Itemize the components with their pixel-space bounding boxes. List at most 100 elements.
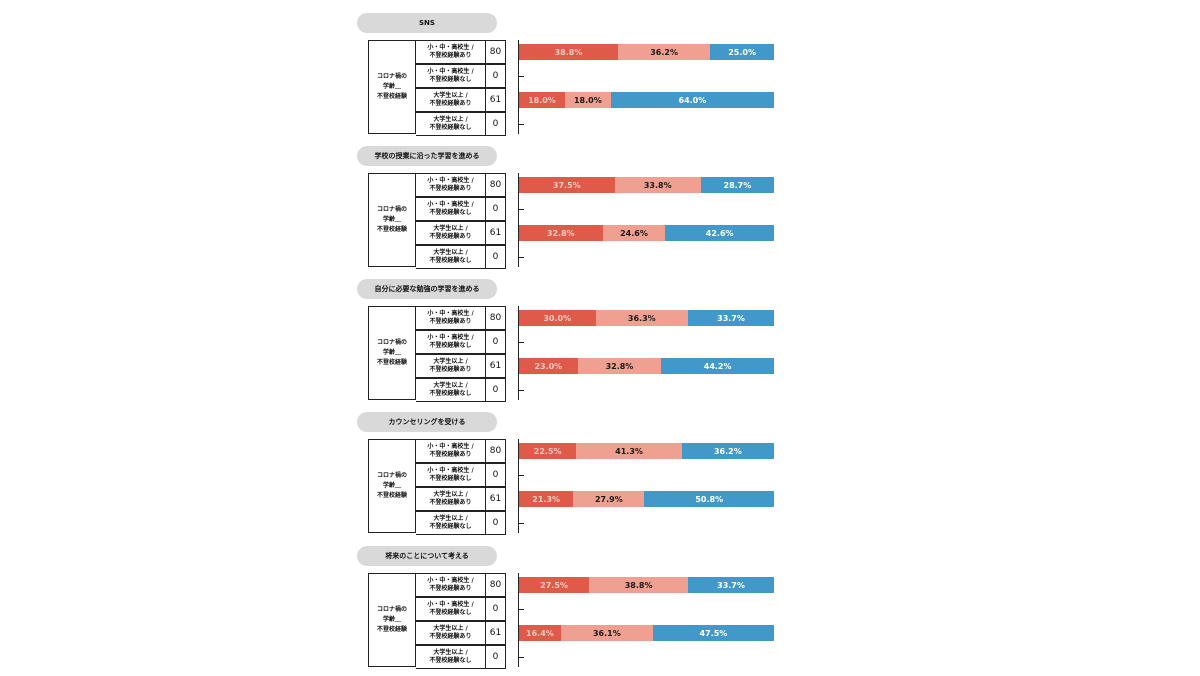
bar-segment-2: 32.8% bbox=[577, 358, 662, 374]
chart-panel: 学校の授業に沿った学習を進める コロナ禍の 学齢＿ 不登校経験 小・中・高校生 / 不登校… bbox=[0, 146, 1200, 276]
bar-segment-1: 22.5% bbox=[519, 443, 577, 459]
row-label-line: 大学生以上 / bbox=[433, 249, 468, 256]
chart-axis bbox=[518, 439, 519, 533]
row-label: 大学生以上 / 不登校経験あり bbox=[416, 354, 486, 378]
row-label-line: 不登校経験あり bbox=[429, 185, 472, 192]
bar-segment-1: 18.0% bbox=[519, 92, 565, 108]
row-label: 小・中・高校生 / 不登校経験あり bbox=[416, 40, 486, 64]
row-label-line: 不登校経験なし bbox=[429, 475, 472, 482]
row-sample-size: 0 bbox=[486, 112, 506, 136]
group-label-line: 学齢＿ bbox=[382, 83, 401, 90]
bar-segment-1: 30.0% bbox=[519, 310, 596, 326]
row-label-line: 小・中・高校生 / bbox=[427, 44, 474, 51]
row-sample-size: 61 bbox=[486, 88, 506, 112]
row-sample-size: 0 bbox=[486, 64, 506, 88]
row-sample-size: 61 bbox=[486, 621, 506, 645]
row-label-line: 不登校経験なし bbox=[429, 76, 472, 83]
bar-segment-3: 33.7% bbox=[688, 577, 774, 593]
chart-axis bbox=[518, 40, 519, 134]
row-label-line: 不登校経験なし bbox=[429, 609, 472, 616]
row-label-line: 小・中・高校生 / bbox=[427, 443, 474, 450]
group-label-line: 不登校経験 bbox=[376, 626, 407, 633]
bar-segment-3: 42.6% bbox=[665, 225, 774, 241]
empty-row-tick bbox=[518, 523, 524, 524]
row-label: 大学生以上 / 不登校経験あり bbox=[416, 487, 486, 511]
row-sample-size: 0 bbox=[486, 245, 506, 269]
group-label-text: コロナ禍の 学齢＿ 不登校経験 bbox=[377, 471, 407, 501]
bar-segment-1: 38.8% bbox=[519, 44, 618, 60]
row-label: 小・中・高校生 / 不登校経験なし bbox=[416, 463, 486, 487]
row-label: 小・中・高校生 / 不登校経験なし bbox=[416, 197, 486, 221]
row-sample-size: 80 bbox=[486, 573, 506, 597]
group-label-line: コロナ禍の bbox=[376, 606, 407, 613]
row-label-line: 不登校経験あり bbox=[429, 585, 472, 592]
chart-title: カウンセリングを受ける bbox=[357, 412, 497, 432]
bar-segment-3: 64.0% bbox=[610, 92, 774, 108]
bar-segment-2: 36.1% bbox=[560, 625, 653, 641]
chart-axis bbox=[518, 573, 519, 667]
stacked-bar: 16.4% 36.1% 47.5% bbox=[519, 625, 774, 641]
row-label-line: 大学生以上 / bbox=[433, 116, 468, 123]
row-label-line: 小・中・高校生 / bbox=[427, 201, 474, 208]
row-label-line: 不登校経験あり bbox=[429, 233, 472, 240]
group-label-line: 不登校経験 bbox=[376, 93, 407, 100]
bar-segment-1: 32.8% bbox=[519, 225, 603, 241]
group-label-line: 学齢＿ bbox=[382, 616, 401, 623]
bar-segment-3: 47.5% bbox=[652, 625, 774, 641]
bar-segment-2: 38.8% bbox=[589, 577, 689, 593]
stacked-bar: 18.0% 18.0% 64.0% bbox=[519, 92, 774, 108]
chart-axis bbox=[518, 306, 519, 400]
bar-segment-3: 50.8% bbox=[644, 491, 774, 507]
row-sample-size: 0 bbox=[486, 197, 506, 221]
chart-panel: SNS コロナ禍の 学齢＿ 不登校経験 小・中・高校生 / 不登校経験あり 80 小・中・高校… bbox=[0, 13, 1200, 143]
group-label-text: コロナ禍の学齢＿ 不登校経験 bbox=[377, 605, 407, 635]
row-sample-size: 61 bbox=[486, 354, 506, 378]
empty-row-tick bbox=[518, 76, 524, 77]
row-label-line: 不登校経験あり bbox=[429, 633, 472, 640]
group-label-line: 不登校経験 bbox=[376, 226, 407, 233]
row-label: 大学生以上 / 不登校経験あり bbox=[416, 221, 486, 245]
row-label: 大学生以上 / 不登校経験なし bbox=[416, 245, 486, 269]
row-label-line: 不登校経験あり bbox=[429, 52, 472, 59]
group-label-line: 不登校経験 bbox=[376, 359, 407, 366]
bar-segment-2: 18.0% bbox=[564, 92, 611, 108]
bar-segment-1: 21.3% bbox=[519, 491, 574, 507]
row-label-line: 不登校経験あり bbox=[429, 100, 472, 107]
group-label-line: コロナ禍の bbox=[376, 339, 407, 346]
group-label: コロナ禍の 学齢＿ 不登校経験 bbox=[368, 306, 416, 400]
bar-segment-1: 37.5% bbox=[519, 177, 615, 193]
bar-segment-2: 41.3% bbox=[576, 443, 682, 459]
empty-row-tick bbox=[518, 124, 524, 125]
stacked-bar: 30.0% 36.3% 33.7% bbox=[519, 310, 774, 326]
row-label: 小・中・高校生 / 不登校経験あり bbox=[416, 439, 486, 463]
row-label: 小・中・高校生 / 不登校経験なし bbox=[416, 330, 486, 354]
empty-row-tick bbox=[518, 609, 524, 610]
row-sample-size: 0 bbox=[486, 645, 506, 669]
group-label: コロナ禍の 学齢＿ 不登校経験 bbox=[368, 173, 416, 267]
row-label-line: 小・中・高校生 / bbox=[427, 334, 474, 341]
row-label: 大学生以上 / 不登校経験あり bbox=[416, 88, 486, 112]
chart-panel: 将来のことについて考える コロナ禍の 学齢＿ 不登校経験 小・中・高校生 / 不登校経験あ… bbox=[0, 546, 1200, 676]
row-label-line: 小・中・高校生 / bbox=[427, 577, 474, 584]
row-label-line: 小・中・高校生 / bbox=[427, 601, 474, 608]
row-label: 小・中・高校生 / 不登校経験なし bbox=[416, 597, 486, 621]
bar-segment-1: 16.4% bbox=[519, 625, 561, 641]
row-label: 大学生以上 / 不登校経験なし bbox=[416, 112, 486, 136]
group-label: コロナ禍の 学齢＿ 不登校経験 bbox=[368, 439, 416, 533]
row-label: 大学生以上 / 不登校経験あり bbox=[416, 621, 486, 645]
chart-panel: カウンセリングを受ける コロナ禍の 学齢＿ 不登校経験 小・中・高校生 / 不登校経験あり… bbox=[0, 412, 1200, 542]
row-label-line: 大学生以上 / bbox=[433, 382, 468, 389]
row-label-line: 大学生以上 / bbox=[433, 225, 468, 232]
group-label-text: コロナ禍の 学齢＿ 不登校経験 bbox=[377, 338, 407, 368]
row-label-line: 大学生以上 / bbox=[433, 649, 468, 656]
row-label-line: 不登校経験あり bbox=[429, 499, 472, 506]
row-sample-size: 80 bbox=[486, 173, 506, 197]
chart-title: 学校の授業に沿った学習を進める bbox=[357, 146, 497, 166]
row-sample-size: 0 bbox=[486, 597, 506, 621]
group-label: コロナ禍の 学齢＿ 不登校経験 bbox=[368, 40, 416, 134]
row-label-line: 不登校経験なし bbox=[429, 257, 472, 264]
group-label-text: コロナ禍の 学齢＿ 不登校経験 bbox=[377, 205, 407, 235]
row-label: 大学生以上 / 不登校経験なし bbox=[416, 645, 486, 669]
row-label-line: 不登校経験なし bbox=[429, 523, 472, 530]
row-sample-size: 0 bbox=[486, 511, 506, 535]
